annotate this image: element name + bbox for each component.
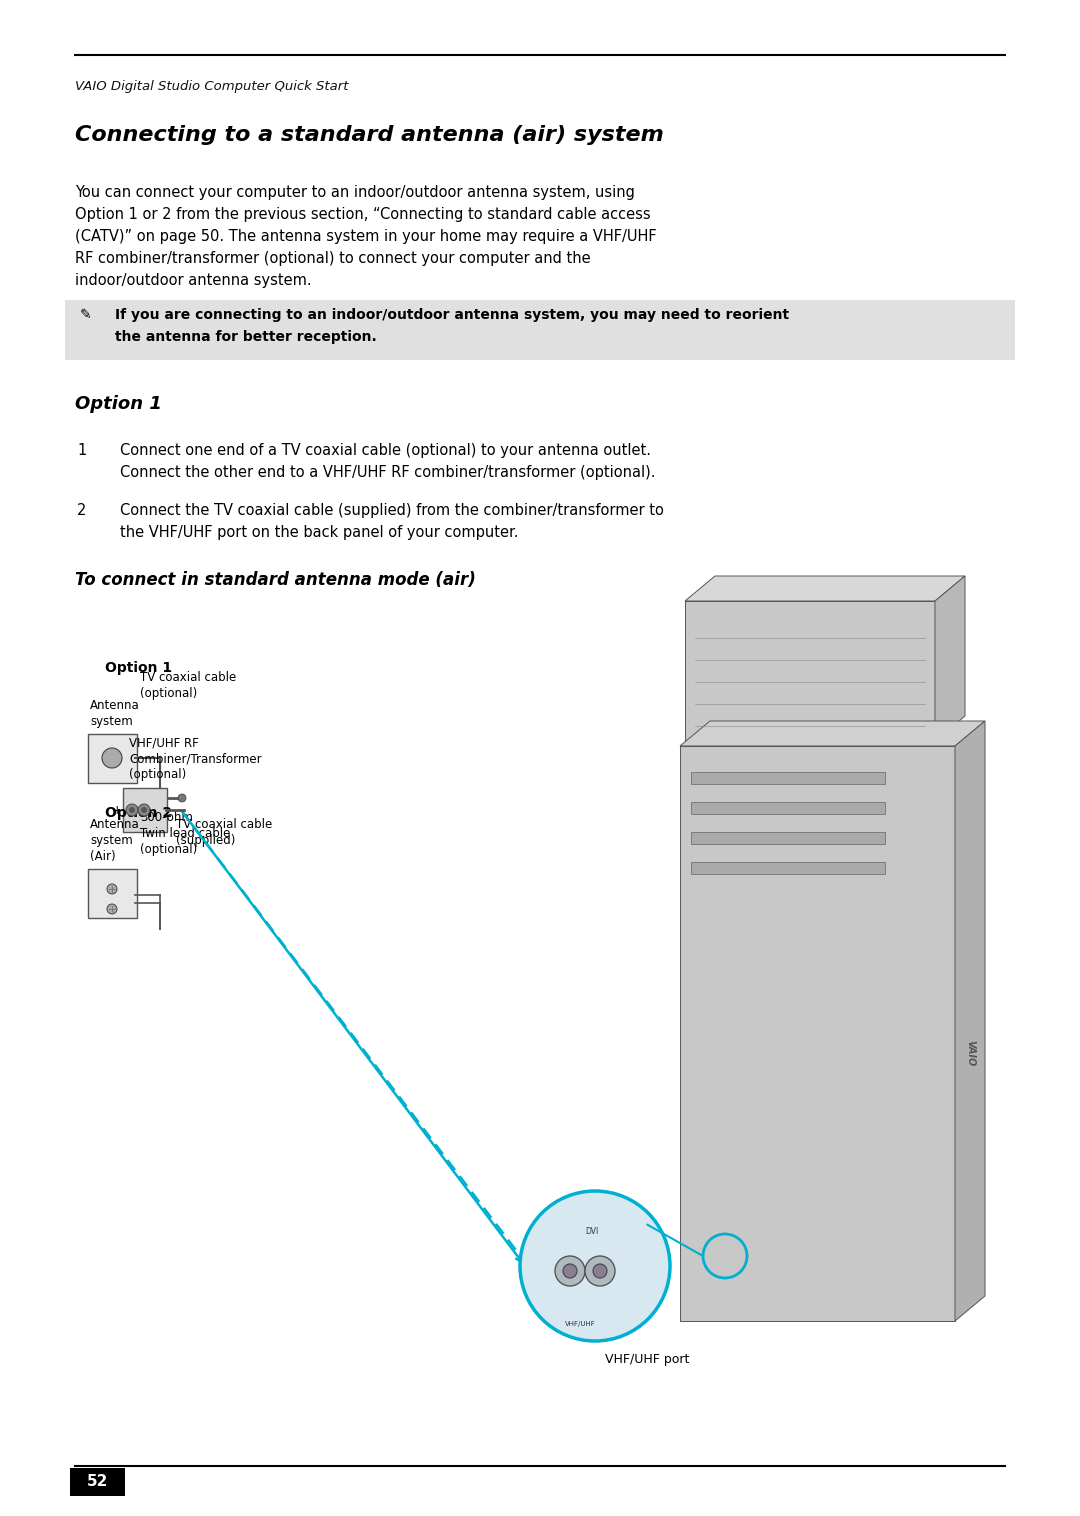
Text: Connect the other end to a VHF/UHF RF combiner/transformer (optional).: Connect the other end to a VHF/UHF RF co… <box>120 465 656 481</box>
Polygon shape <box>685 576 966 600</box>
Text: Connect the TV coaxial cable (supplied) from the combiner/transformer to: Connect the TV coaxial cable (supplied) … <box>120 503 664 518</box>
Circle shape <box>141 807 147 813</box>
Text: VAIO Digital Studio Computer Quick Start: VAIO Digital Studio Computer Quick Start <box>75 80 349 92</box>
Text: VAIO: VAIO <box>966 1040 975 1067</box>
Text: To connect in standard antenna mode (air): To connect in standard antenna mode (air… <box>75 572 476 590</box>
Circle shape <box>102 747 122 769</box>
Text: (CATV)” on page 50. The antenna system in your home may require a VHF/UHF: (CATV)” on page 50. The antenna system i… <box>75 229 657 244</box>
Text: Option 1: Option 1 <box>75 396 162 412</box>
Circle shape <box>178 794 186 802</box>
Circle shape <box>593 1264 607 1278</box>
Text: indoor/outdoor antenna system.: indoor/outdoor antenna system. <box>75 273 312 288</box>
Text: Option 2: Option 2 <box>105 807 172 820</box>
Text: DVI: DVI <box>585 1226 598 1236</box>
Text: 2: 2 <box>77 503 86 518</box>
Polygon shape <box>935 576 966 741</box>
Text: 52: 52 <box>86 1475 108 1490</box>
Text: Option 1: Option 1 <box>105 661 172 675</box>
Text: VHF/UHF port: VHF/UHF port <box>605 1352 689 1366</box>
FancyBboxPatch shape <box>123 788 167 832</box>
Text: Connect one end of a TV coaxial cable (optional) to your antenna outlet.: Connect one end of a TV coaxial cable (o… <box>120 443 651 458</box>
Text: Antenna
system: Antenna system <box>90 699 139 728</box>
Text: 1: 1 <box>77 443 86 458</box>
Polygon shape <box>680 722 985 746</box>
FancyBboxPatch shape <box>691 802 886 814</box>
Text: If you are connecting to an indoor/outdoor antenna system, you may need to reori: If you are connecting to an indoor/outdo… <box>114 308 789 321</box>
Text: RF combiner/transformer (optional) to connect your computer and the: RF combiner/transformer (optional) to co… <box>75 252 591 265</box>
Circle shape <box>138 803 150 816</box>
Text: TV coaxial cable
(optional): TV coaxial cable (optional) <box>140 672 237 700</box>
FancyBboxPatch shape <box>87 734 137 782</box>
Text: Connecting to a standard antenna (air) system: Connecting to a standard antenna (air) s… <box>75 124 664 146</box>
FancyBboxPatch shape <box>680 746 955 1320</box>
Text: Antenna
system
(Air): Antenna system (Air) <box>90 819 139 863</box>
FancyBboxPatch shape <box>691 832 886 844</box>
Text: You can connect your computer to an indoor/outdoor antenna system, using: You can connect your computer to an indo… <box>75 185 635 200</box>
Circle shape <box>129 807 135 813</box>
Text: ✎: ✎ <box>80 308 92 321</box>
FancyBboxPatch shape <box>70 1467 125 1496</box>
Circle shape <box>126 803 138 816</box>
Text: the VHF/UHF port on the back panel of your computer.: the VHF/UHF port on the back panel of yo… <box>120 525 518 540</box>
Text: 300-ohm
Twin lead cable
(optional): 300-ohm Twin lead cable (optional) <box>140 811 230 857</box>
FancyBboxPatch shape <box>685 600 935 741</box>
Circle shape <box>563 1264 577 1278</box>
Text: the antenna for better reception.: the antenna for better reception. <box>114 330 377 344</box>
Circle shape <box>519 1192 670 1342</box>
Circle shape <box>107 884 117 894</box>
Text: VHF/UHF RF
Combiner/Transformer
(optional): VHF/UHF RF Combiner/Transformer (optiona… <box>129 735 261 781</box>
Text: Option 1 or 2 from the previous section, “Connecting to standard cable access: Option 1 or 2 from the previous section,… <box>75 208 650 221</box>
Circle shape <box>585 1255 615 1286</box>
Polygon shape <box>955 722 985 1320</box>
Circle shape <box>555 1255 585 1286</box>
Text: TV coaxial cable
(supplied): TV coaxial cable (supplied) <box>176 819 272 847</box>
Circle shape <box>107 904 117 914</box>
FancyBboxPatch shape <box>65 300 1015 359</box>
Text: VHF/UHF: VHF/UHF <box>565 1320 596 1326</box>
FancyBboxPatch shape <box>691 863 886 875</box>
FancyBboxPatch shape <box>691 772 886 784</box>
Text: +: + <box>112 803 123 817</box>
FancyBboxPatch shape <box>87 869 137 919</box>
